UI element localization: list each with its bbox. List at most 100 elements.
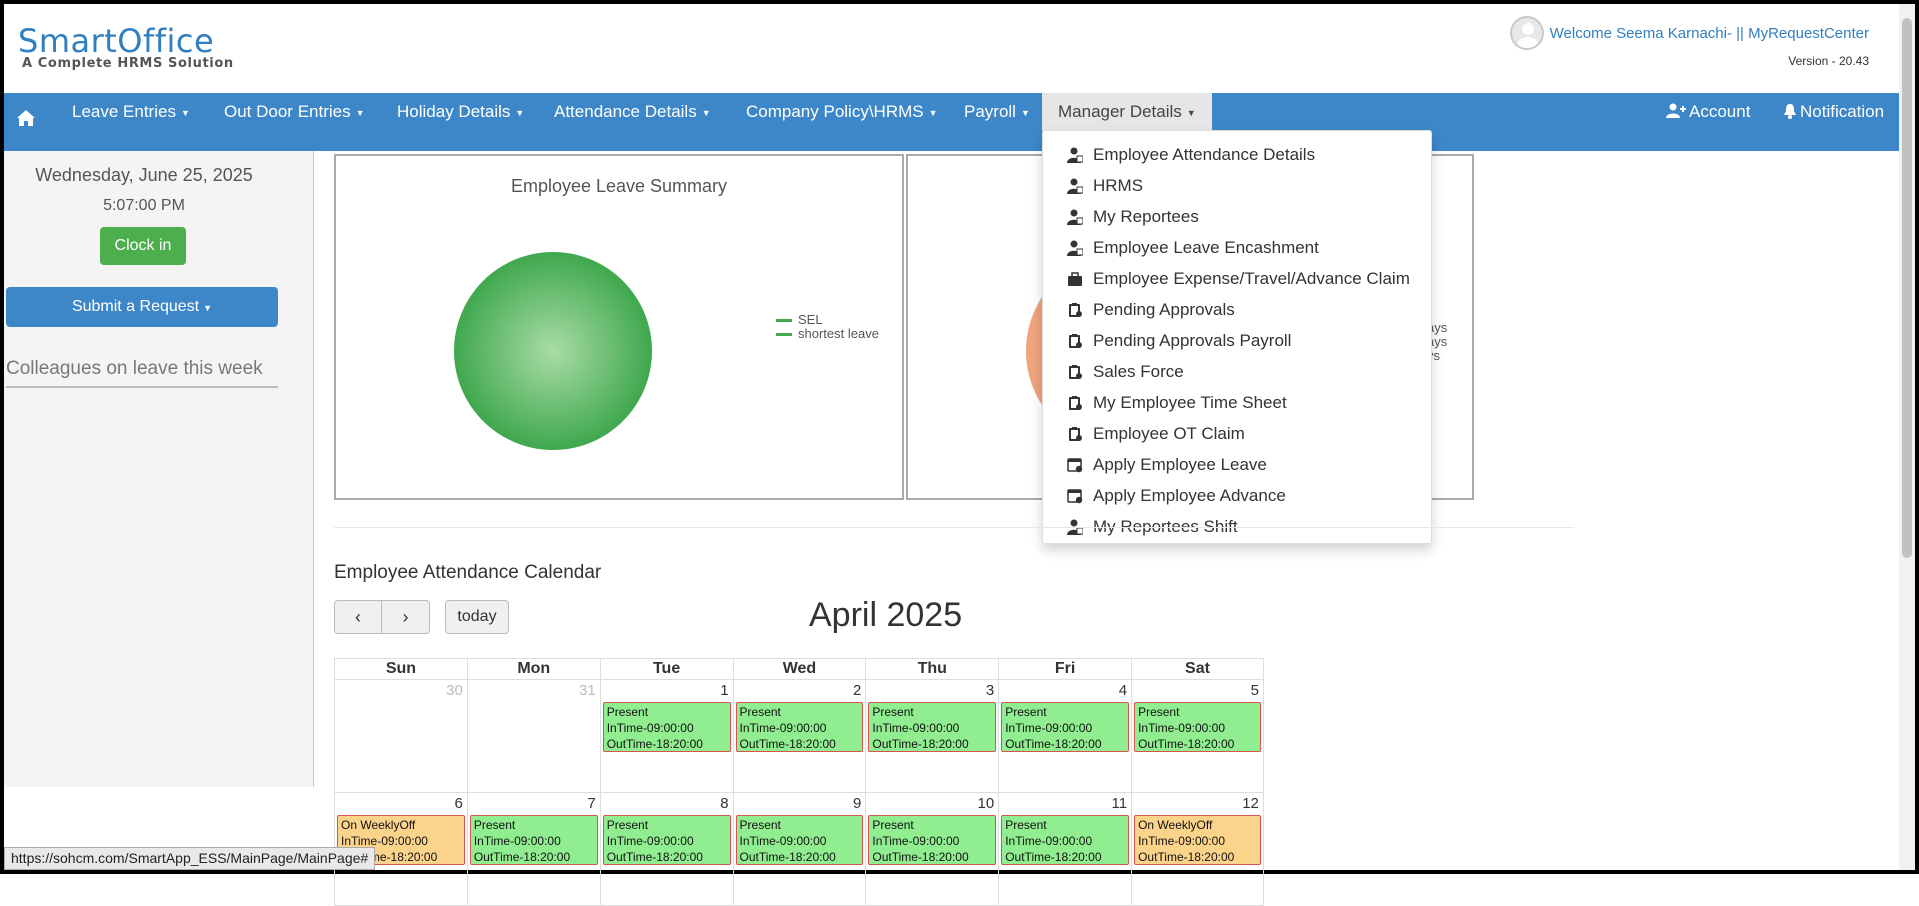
- menu-item-my-employee-time-sheet[interactable]: My Employee Time Sheet: [1043, 387, 1431, 418]
- clipboard-icon: [1067, 364, 1093, 380]
- menu-item-employee-leave-encashment[interactable]: Employee Leave Encashment: [1043, 232, 1431, 263]
- event-in: InTime-09:00:00: [1005, 721, 1093, 735]
- menu-item-pending-approvals-payroll[interactable]: Pending Approvals Payroll: [1043, 325, 1431, 356]
- attendance-event[interactable]: Present InTime-09:00:00 OutTime-18:20:00: [602, 702, 731, 752]
- menu-item-my-reportees-shift[interactable]: My Reportees Shift: [1043, 511, 1431, 542]
- attendance-event[interactable]: Present InTime-09:00:00 OutTime-18:20:00: [1001, 815, 1130, 865]
- calendar-day[interactable]: 3 Present InTime-09:00:00 OutTime-18:20:00: [865, 680, 999, 793]
- legend-label: ays: [1427, 320, 1448, 335]
- user-icon: [1067, 178, 1093, 194]
- scrollbar[interactable]: [1899, 4, 1915, 870]
- event-status: Present: [473, 818, 516, 832]
- nav-notification[interactable]: Notification: [1767, 93, 1900, 131]
- calendar-day[interactable]: 12 On WeeklyOff InTime-09:00:00 OutTime-18:…: [1131, 793, 1264, 906]
- event-in: InTime-09:00:00: [606, 834, 694, 848]
- menu-item-apply-employee-leave[interactable]: Apply Employee Leave: [1043, 449, 1431, 480]
- event-in: InTime-09:00:00: [341, 834, 428, 848]
- add-user-icon: [1666, 103, 1686, 118]
- legend-swatch: [776, 332, 792, 336]
- nav-manager-details[interactable]: Manager Details ▼: [1042, 93, 1212, 131]
- welcome-text[interactable]: Welcome Seema Karnachi- || MyRequestCent…: [1549, 24, 1869, 42]
- event-out: OutTime-18:20:00: [872, 850, 969, 864]
- menu-item-employee-attendance-details[interactable]: Employee Attendance Details: [1043, 139, 1431, 170]
- legend-item[interactable]: SEL: [776, 313, 879, 327]
- colleagues-on-leave-heading: Colleagues on leave this week: [6, 357, 278, 388]
- weekday-label: Sat: [1131, 658, 1264, 680]
- attendance-event[interactable]: Present InTime-09:00:00 OutTime-18:20:00: [868, 815, 997, 865]
- calendar-icon: [1067, 457, 1093, 473]
- calendar-week: 6 On WeeklyOff InTime-09:00:00 OutTime-18:2…: [334, 793, 1264, 906]
- calendar-day[interactable]: 7 Present InTime-09:00:00 OutTime-18:20:00: [466, 793, 600, 906]
- prev-month-button[interactable]: ‹: [334, 600, 382, 634]
- divider: [334, 527, 1574, 528]
- menu-item-label: Employee Expense/Travel/Advance Claim: [1093, 268, 1410, 288]
- day-number: 5: [1250, 682, 1259, 699]
- day-number: 31: [579, 682, 596, 699]
- attendance-event[interactable]: Present InTime-09:00:00 OutTime-18:20:00: [735, 702, 864, 752]
- nav-holiday-details[interactable]: Holiday Details ▼: [381, 93, 540, 131]
- calendar-day[interactable]: 30: [334, 680, 467, 793]
- event-out: OutTime-18:20:00: [606, 737, 703, 751]
- nav-account[interactable]: Account: [1650, 93, 1766, 131]
- attendance-event[interactable]: Present InTime-09:00:00 OutTime-18:20:00: [602, 815, 731, 865]
- attendance-event[interactable]: Present InTime-09:00:00 OutTime-18:20:00: [735, 815, 864, 865]
- day-number: 3: [985, 682, 995, 699]
- calendar-nav: ‹ ›: [334, 600, 430, 634]
- calendar-day[interactable]: 1 Present InTime-09:00:00 OutTime-18:20:00: [599, 680, 733, 793]
- menu-item-employee-expense-travel-advance-claim[interactable]: Employee Expense/Travel/Advance Claim: [1043, 263, 1431, 294]
- menu-item-sales-force[interactable]: Sales Force: [1043, 356, 1431, 387]
- weekday-label: Wed: [732, 658, 866, 680]
- legend-label: ays: [1427, 334, 1448, 349]
- weekday-label: Thu: [865, 658, 999, 680]
- attendance-event[interactable]: On WeeklyOff InTime-09:00:00 OutTime-18:20…: [1134, 815, 1261, 865]
- calendar-day[interactable]: 5 Present InTime-09:00:00 OutTime-18:20:00: [1131, 680, 1264, 793]
- nav-attendance-details[interactable]: Attendance Details ▼: [538, 93, 727, 131]
- menu-item-hrms[interactable]: HRMS: [1043, 170, 1431, 201]
- calendar-day[interactable]: 10 Present InTime-09:00:00 OutTime-18:20:00: [865, 793, 999, 906]
- menu-item-label: Employee Attendance Details: [1093, 144, 1316, 164]
- attendance-event[interactable]: Present InTime-09:00:00 OutTime-18:20:00: [1134, 702, 1261, 752]
- calendar-day[interactable]: 31: [466, 680, 600, 793]
- logo[interactable]: SmartOffice A Complete HRMS Solution: [18, 24, 234, 71]
- nav-company-policy[interactable]: Company Policy\HRMS ▼: [730, 93, 954, 131]
- nav-leave-entries[interactable]: Leave Entries ▼: [56, 93, 206, 131]
- nav-label: Attendance Details: [554, 102, 697, 121]
- attendance-event[interactable]: Present InTime-09:00:00 OutTime-18:20:00: [868, 702, 997, 752]
- pie-slice-sel[interactable]: [454, 252, 652, 450]
- menu-item-my-reportees[interactable]: My Reportees: [1043, 201, 1431, 232]
- calendar-day[interactable]: 8 Present InTime-09:00:00 OutTime-18:20:00: [599, 793, 733, 906]
- attendance-event[interactable]: Present InTime-09:00:00 OutTime-18:20:00: [469, 815, 598, 865]
- event-in: InTime-09:00:00: [473, 834, 561, 848]
- submit-request-button[interactable]: Submit a Request ▼: [6, 287, 278, 327]
- nav-account-label: Account: [1689, 102, 1751, 121]
- calendar-day[interactable]: 9 Present InTime-09:00:00 OutTime-18:20:00: [732, 793, 866, 906]
- menu-item-label: My Reportees Shift: [1093, 516, 1238, 536]
- caret-down-icon: ▼: [355, 107, 365, 118]
- next-month-button[interactable]: ›: [382, 600, 430, 634]
- day-number: 4: [1118, 682, 1128, 699]
- clock-in-button[interactable]: Clock in: [100, 227, 186, 265]
- attendance-event[interactable]: Present InTime-09:00:00 OutTime-18:20:00: [1001, 702, 1130, 752]
- calendar-day[interactable]: 11 Present InTime-09:00:00 OutTime-18:20:00: [998, 793, 1132, 906]
- home-icon[interactable]: [16, 109, 36, 127]
- chevron-left-icon: ‹: [355, 606, 361, 627]
- brand-name: SmartOffice: [18, 22, 215, 60]
- nav-payroll[interactable]: Payroll ▼: [948, 93, 1046, 131]
- caret-down-icon: ▼: [1020, 107, 1030, 118]
- today-button[interactable]: today: [445, 600, 509, 634]
- event-out: OutTime-18:20:00: [872, 737, 969, 751]
- calendar-day[interactable]: 2 Present InTime-09:00:00 OutTime-18:20:00: [732, 680, 866, 793]
- current-date: Wednesday, June 25, 2025: [35, 165, 253, 185]
- menu-item-label: Apply Employee Advance: [1093, 485, 1286, 505]
- nav-out-door-entries[interactable]: Out Door Entries ▼: [208, 93, 381, 131]
- legend-item[interactable]: shortest leave: [776, 327, 879, 341]
- briefcase-icon: [1067, 271, 1093, 287]
- scrollbar-thumb[interactable]: [1902, 18, 1912, 558]
- calendar-day[interactable]: 4 Present InTime-09:00:00 OutTime-18:20:00: [998, 680, 1132, 793]
- current-time: 5:07:00 PM: [103, 197, 185, 214]
- menu-item-label: HRMS: [1093, 175, 1144, 195]
- welcome-area: Welcome Seema Karnachi- || MyRequestCent…: [1509, 16, 1869, 50]
- menu-item-employee-ot-claim[interactable]: Employee OT Claim: [1043, 418, 1431, 449]
- menu-item-pending-approvals[interactable]: Pending Approvals: [1043, 294, 1431, 325]
- menu-item-apply-employee-advance[interactable]: Apply Employee Advance: [1043, 480, 1431, 511]
